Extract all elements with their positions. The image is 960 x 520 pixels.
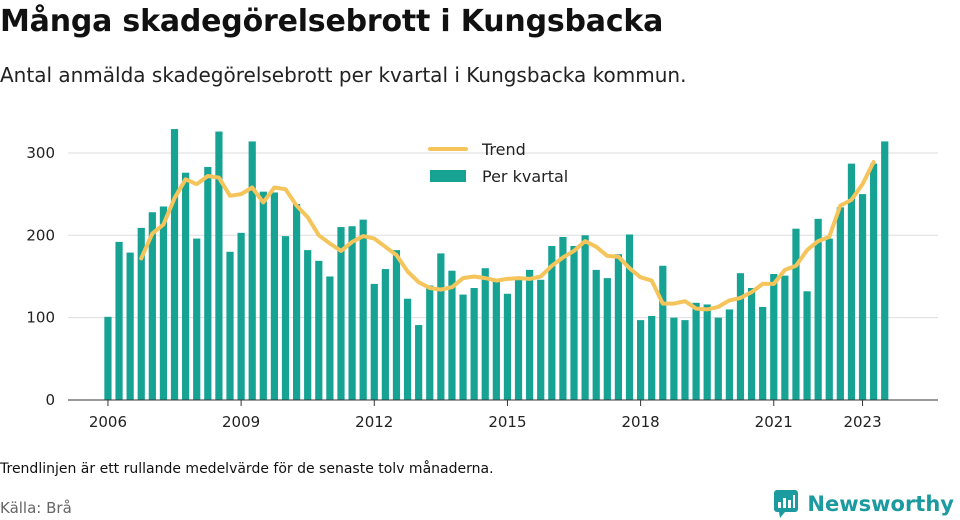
bar	[736, 273, 745, 400]
footnote: Trendlinjen är ett rullande medelvärde f…	[0, 461, 494, 477]
bar	[636, 320, 645, 400]
bar	[825, 238, 833, 400]
bar	[281, 236, 290, 400]
bar	[614, 254, 623, 400]
source-label: Källa: Brå	[0, 499, 72, 517]
bar	[459, 294, 467, 400]
legend-label-trend: Trend	[481, 140, 526, 159]
bar	[803, 291, 811, 400]
bar	[481, 268, 489, 400]
bar	[315, 260, 323, 400]
x-tick-label: 2023	[843, 413, 881, 431]
bar	[426, 285, 434, 400]
bar	[182, 172, 190, 400]
bar	[492, 279, 500, 400]
bar	[259, 191, 267, 400]
bar	[581, 235, 589, 400]
bar	[692, 302, 700, 400]
bar	[159, 206, 168, 400]
bar	[770, 274, 778, 400]
bar	[725, 309, 733, 400]
bar	[847, 163, 856, 400]
y-tick-label: 200	[26, 226, 55, 244]
x-tick-label: 2012	[355, 413, 393, 431]
bar	[603, 278, 611, 400]
bar	[248, 141, 256, 401]
bar	[170, 129, 179, 400]
bar	[548, 246, 556, 400]
page-subtitle: Antal anmälda skadegörelsebrott per kvar…	[0, 63, 687, 87]
bar	[104, 316, 112, 400]
y-tick-label: 0	[45, 391, 55, 409]
brand-logo[interactable]: Newsworthy	[773, 489, 954, 519]
bar	[470, 288, 478, 400]
bar	[292, 204, 301, 400]
bar	[392, 250, 401, 400]
brand-name: Newsworthy	[807, 492, 954, 516]
bar	[526, 269, 534, 400]
bar	[204, 166, 212, 400]
bar	[747, 288, 756, 400]
trend-line	[139, 160, 876, 312]
x-tick-label: 2021	[755, 413, 793, 431]
legend-swatch-per-kvartal	[430, 170, 466, 182]
bar	[881, 141, 889, 401]
bar	[870, 163, 878, 400]
bar	[537, 279, 545, 400]
x-tick-label: 2009	[222, 413, 260, 431]
bar	[714, 317, 722, 400]
bar	[625, 234, 634, 400]
bar	[570, 246, 578, 400]
bar	[814, 218, 822, 400]
bar	[270, 192, 279, 400]
bar	[659, 265, 667, 400]
bar	[858, 194, 867, 400]
bar	[137, 227, 145, 400]
bar	[670, 317, 678, 400]
bar	[559, 236, 567, 400]
x-tick-label: 2015	[488, 413, 526, 431]
bar	[337, 227, 345, 400]
x-tick-label: 2006	[89, 413, 127, 431]
page-title: Många skadegörelsebrott i Kungsbacka	[0, 4, 664, 39]
bar	[326, 276, 334, 400]
bar	[759, 306, 767, 400]
bar	[503, 293, 512, 400]
bar	[592, 269, 600, 400]
bars	[104, 129, 889, 401]
bar	[381, 269, 389, 400]
bar	[193, 238, 201, 400]
y-tick-label: 100	[26, 309, 55, 327]
bar	[415, 325, 423, 400]
bar-chart-speech-bubble-icon	[774, 490, 799, 518]
bar	[359, 219, 367, 400]
x-tick-label: 2018	[622, 413, 660, 431]
bar	[115, 241, 123, 400]
y-tick-label: 300	[26, 144, 55, 162]
bar	[403, 298, 412, 400]
bar	[126, 252, 134, 400]
y-axis: 0 100 200 300	[26, 144, 55, 409]
x-axis-ticks: 2006 2009 2012 2015 2018 2021 2023	[89, 400, 882, 431]
bar	[681, 320, 689, 400]
bar	[648, 316, 656, 400]
bar	[781, 275, 789, 400]
bar	[792, 228, 800, 400]
bar	[448, 270, 456, 400]
legend: Trend Per kvartal	[428, 140, 568, 186]
bar	[226, 251, 234, 400]
bar	[215, 131, 223, 400]
bar	[836, 207, 844, 400]
bar	[148, 212, 156, 400]
bar	[514, 278, 523, 400]
bar	[703, 304, 711, 400]
bar	[437, 253, 445, 400]
legend-label-per-kvartal: Per kvartal	[482, 167, 568, 186]
bar	[348, 226, 356, 400]
bar	[304, 250, 312, 400]
bar	[237, 232, 245, 400]
bar	[370, 283, 378, 400]
